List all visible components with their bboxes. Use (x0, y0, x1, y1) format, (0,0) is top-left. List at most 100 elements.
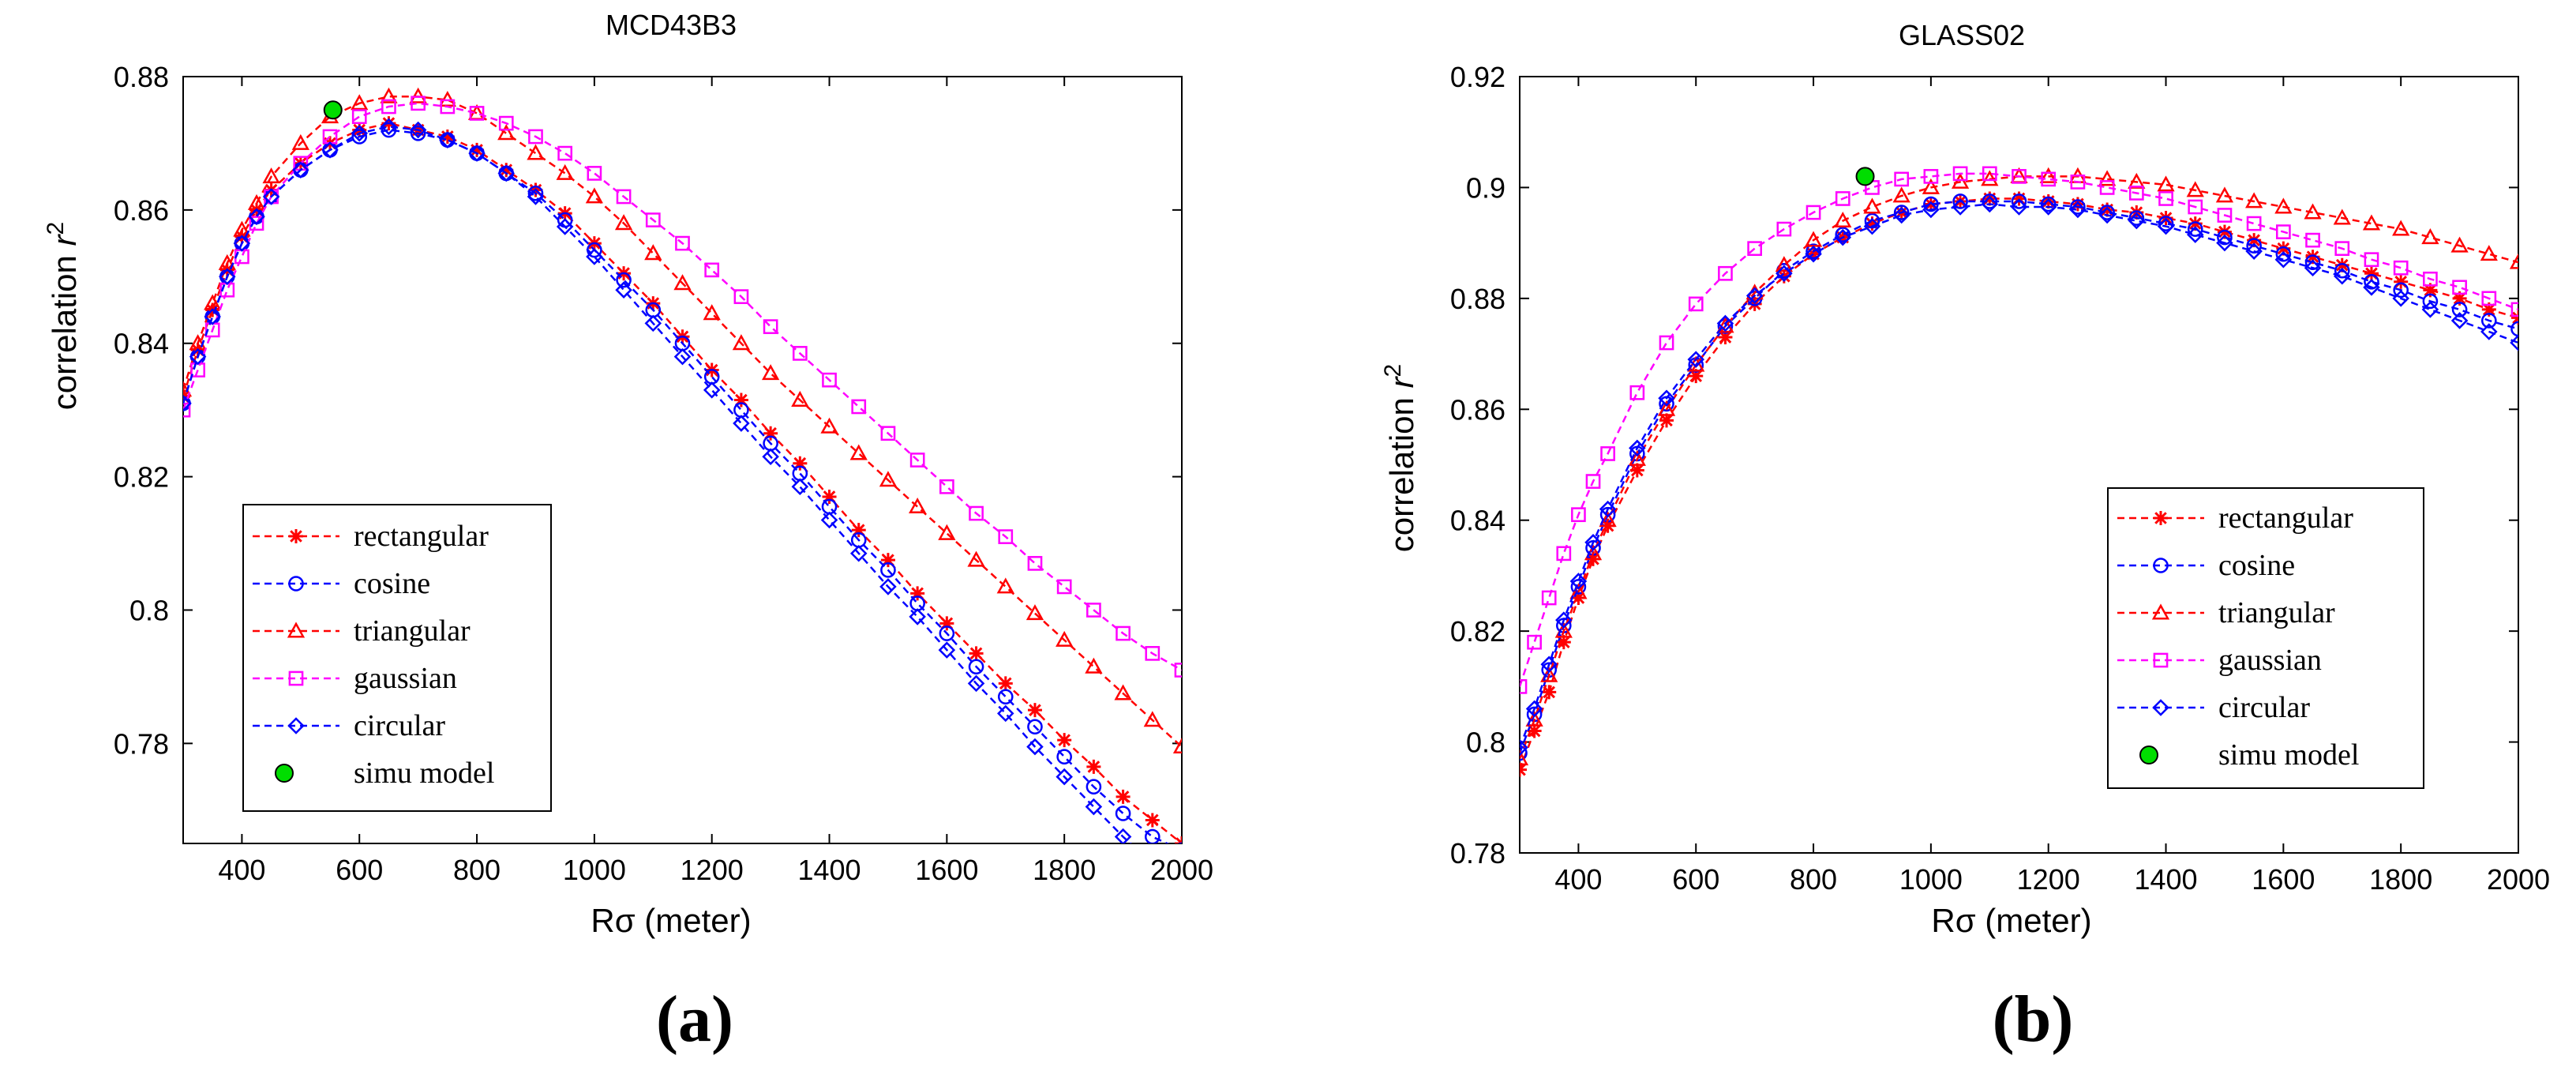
data-point-rectangular (1806, 246, 1821, 261)
data-point-rectangular (1923, 197, 1938, 212)
data-point-rectangular (2364, 266, 2379, 281)
data-point-gaussian (909, 453, 925, 468)
y-tick-label: 0.9 (1466, 171, 1505, 204)
series-line-rectangular (1520, 197, 2518, 771)
data-point-gaussian (2305, 232, 2320, 248)
legend-label: circular (2218, 691, 2310, 724)
data-point-rectangular (910, 586, 925, 601)
data-point-rectangular (1057, 733, 1072, 748)
data-point-gaussian (1027, 556, 1043, 571)
data-point-rectangular (1689, 369, 1704, 384)
series-line-cosine (1520, 200, 2518, 754)
data-point-triangular (1628, 449, 1646, 466)
data-point-rectangular (470, 142, 485, 157)
data-point-triangular (1922, 178, 1940, 194)
data-point-gaussian (675, 235, 690, 251)
data-point-gaussian (2217, 208, 2233, 223)
x-tick-label: 1800 (1033, 854, 1096, 886)
data-point-triangular (2186, 181, 2204, 197)
data-point-cosine (2451, 302, 2468, 317)
data-point-circular (1892, 206, 1910, 224)
data-point-circular (2392, 290, 2409, 307)
data-point-circular (1658, 389, 1675, 408)
data-point-triangular (351, 94, 369, 111)
data-point-circular (967, 674, 985, 693)
data-point-circular (1629, 439, 1646, 457)
data-point-gaussian (1056, 579, 1072, 595)
data-point-rectangular (1982, 191, 1997, 206)
data-point-circular (733, 415, 750, 432)
data-point-circular (1114, 828, 1132, 843)
data-point-circular (2421, 301, 2439, 318)
data-point-rectangular (1542, 685, 1557, 700)
data-point-triangular (380, 87, 398, 103)
data-point-rectangular (1659, 413, 1674, 428)
data-point-cosine (2187, 221, 2203, 237)
data-point-triangular (1657, 400, 1676, 416)
data-point-gaussian (1174, 663, 1182, 678)
data-point-gaussian (1982, 166, 1997, 182)
data-point-cosine (2099, 205, 2115, 220)
y-tick-label: 0.8 (1466, 727, 1505, 759)
legend-label: circular (354, 709, 445, 742)
legend-label: triangular (2218, 596, 2335, 629)
data-point-triangular (1520, 749, 1529, 766)
data-point-triangular (2157, 175, 2175, 192)
data-point-gaussian (1527, 634, 1542, 650)
data-point-cosine (2364, 273, 2379, 290)
axes-frame-b (1519, 76, 2519, 854)
data-point-circular (909, 608, 926, 625)
data-point-circular (762, 448, 779, 466)
data-point-cosine (2334, 262, 2350, 279)
y-tick-label: 0.86 (1450, 393, 1505, 426)
legend-marker-cosine (288, 576, 304, 592)
legend-marker-circular (2152, 699, 2169, 716)
data-point-triangular (2098, 170, 2117, 186)
x-tick-label: 800 (453, 854, 501, 886)
data-point-gaussian (1776, 221, 1792, 237)
data-point-rectangular (1027, 703, 1042, 718)
data-point-triangular (556, 163, 574, 180)
data-point-cosine (381, 122, 397, 138)
data-point-gaussian (2276, 224, 2291, 239)
data-point-cosine (2422, 293, 2439, 310)
data-point-rectangular (2188, 216, 2203, 231)
data-point-triangular (644, 244, 662, 261)
data-point-gaussian (2334, 241, 2350, 257)
data-point-triangular (262, 167, 280, 184)
legend-marker-cosine (2153, 558, 2169, 573)
data-point-triangular (2509, 253, 2518, 269)
data-point-gaussian (1571, 507, 1586, 523)
data-point-gaussian (2393, 260, 2409, 276)
data-point-triangular (2215, 186, 2234, 203)
data-point-triangular (527, 144, 545, 160)
data-point-gaussian (1116, 625, 1131, 641)
data-point-gaussian (2070, 175, 2086, 190)
data-point-gaussian (733, 289, 749, 304)
data-point-circular (321, 141, 339, 159)
data-point-gaussian (1923, 169, 1939, 184)
chart-title-a: MCD43B3 (606, 9, 737, 41)
data-point-triangular (1775, 256, 1793, 272)
data-point-cosine (2011, 193, 2027, 209)
data-point-rectangular (440, 129, 455, 144)
y-tick-label: 0.82 (114, 461, 169, 494)
y-axis-label-a: correlation r2 (43, 222, 83, 410)
data-point-cosine (2275, 246, 2292, 262)
data-point-triangular (732, 334, 751, 351)
data-point-triangular (879, 471, 898, 487)
legend-label: simu model (354, 757, 494, 790)
x-axis-label-b: Rσ (meter) (1931, 902, 2091, 939)
data-point-triangular (2245, 192, 2263, 208)
data-point-circular (2510, 334, 2518, 351)
data-point-gaussian (1718, 265, 1733, 281)
data-point-gaussian (381, 99, 396, 115)
legend-marker-gaussian (2153, 652, 2169, 668)
legend-marker-simu-model (275, 764, 294, 783)
data-point-circular (1525, 700, 1543, 718)
data-point-circular (380, 118, 398, 136)
data-point-circular (586, 248, 603, 265)
legend-label: cosine (2218, 549, 2295, 582)
y-tick-label: 0.78 (114, 727, 169, 760)
data-point-circular (1981, 195, 1999, 213)
